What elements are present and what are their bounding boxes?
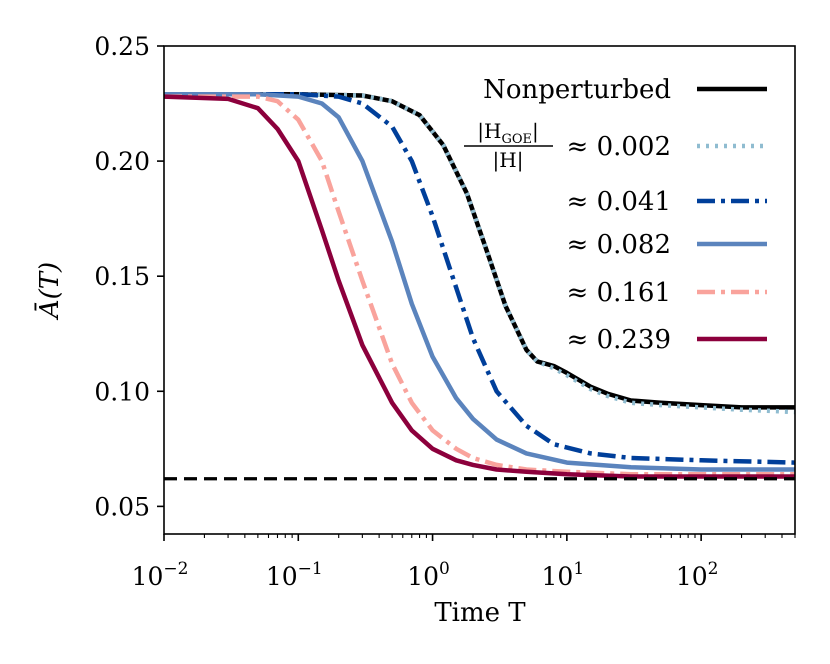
y-axis: 0.05 0.10 0.15 0.20 0.25 <box>94 32 164 521</box>
x-tick-label-2: 100 <box>407 559 450 591</box>
y-tick-label-2: 0.15 <box>94 262 150 291</box>
x-axis-label: Time T <box>434 598 526 628</box>
y-tick-label-4: 0.25 <box>94 32 150 61</box>
series-line-3 <box>164 92 795 472</box>
legend-label-5: ≈ 0.239 <box>567 325 671 355</box>
y-tick-label-3: 0.20 <box>94 147 150 176</box>
series-lines <box>164 92 795 479</box>
legend-label-2: ≈ 0.041 <box>567 187 671 217</box>
legend-title-denominator: |H| <box>493 148 524 173</box>
x-tick-label-1: 10−1 <box>266 559 323 591</box>
series-line-4 <box>164 94 795 477</box>
series-line-5 <box>164 94 795 479</box>
x-tick-label-0: 10−2 <box>132 559 189 591</box>
legend-title-numerator: |HGOE| <box>477 119 538 147</box>
legend: |HGOE| |H| Nonperturbed ≈ 0.002 ≈ 0.041 ≈ 0… <box>464 75 767 355</box>
y-tick-label-1: 0.10 <box>94 377 150 406</box>
legend-items: Nonperturbed ≈ 0.002 ≈ 0.041 ≈ 0.082 ≈ 0.161… <box>483 75 767 355</box>
legend-label-4: ≈ 0.161 <box>567 278 671 308</box>
y-axis-label: Ā(T) <box>34 262 65 320</box>
plot-frame <box>163 45 796 535</box>
plot-area <box>164 46 795 534</box>
x-tick-label-4: 102 <box>676 559 719 591</box>
legend-label-1: ≈ 0.002 <box>567 132 671 162</box>
y-tick-label-0: 0.05 <box>94 492 150 521</box>
legend-title: |HGOE| |H| <box>464 119 553 173</box>
legend-label-3: ≈ 0.082 <box>567 230 671 260</box>
series-line-2 <box>164 92 795 465</box>
x-axis: 10−2 10−1 100 101 102 <box>132 534 796 591</box>
legend-label-0: Nonperturbed <box>483 75 671 105</box>
x-tick-label-3: 101 <box>542 559 585 591</box>
series-line-0 <box>164 92 795 410</box>
